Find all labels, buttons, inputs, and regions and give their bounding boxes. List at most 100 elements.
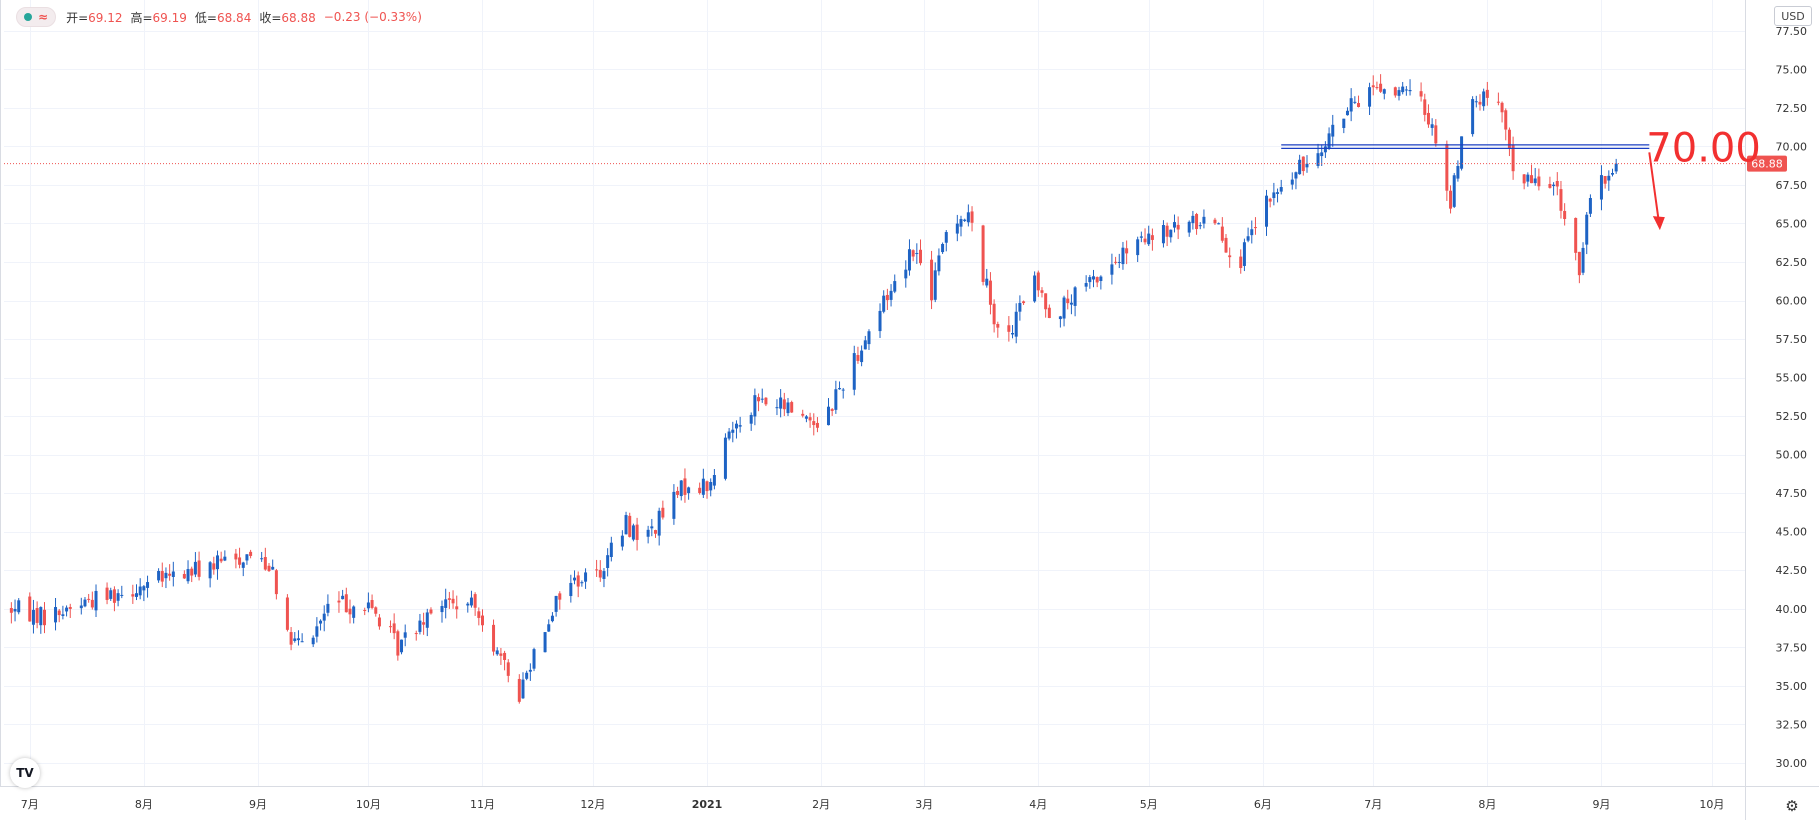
candle-up xyxy=(1316,143,1320,169)
candle-down xyxy=(190,566,194,583)
candle-body xyxy=(1224,237,1228,253)
candle-body xyxy=(492,624,496,652)
x-tick-label: 4月 xyxy=(1029,798,1047,811)
candle-up xyxy=(61,605,65,620)
candle-body xyxy=(635,524,639,540)
candle-down xyxy=(503,650,507,671)
candle-body xyxy=(400,639,404,653)
y-tick-label: 37.50 xyxy=(1776,641,1808,654)
candle-body xyxy=(1099,276,1103,282)
candle-down xyxy=(1114,256,1118,265)
candle-up xyxy=(315,617,319,643)
candle-body xyxy=(830,409,834,411)
candle-down xyxy=(1195,212,1199,235)
candle-body xyxy=(1110,264,1114,275)
candle-down xyxy=(451,590,455,609)
candle-body xyxy=(1242,242,1246,266)
candle-body xyxy=(683,478,687,495)
y-tick-label: 42.50 xyxy=(1776,564,1808,577)
candle-body xyxy=(296,638,300,641)
candle-body xyxy=(377,617,381,627)
legend-low: 低=68.84 xyxy=(194,10,252,25)
candle-body xyxy=(937,255,941,272)
candle-body xyxy=(525,672,529,679)
candle-body xyxy=(1500,102,1504,113)
candle-body xyxy=(61,614,65,616)
candle-body xyxy=(893,281,897,292)
candle-up xyxy=(959,215,963,237)
candle-up xyxy=(528,663,532,681)
candle-body xyxy=(1147,233,1151,245)
candle-up xyxy=(573,570,577,585)
candle-down xyxy=(68,603,72,618)
candle-body xyxy=(444,599,448,608)
candle-up xyxy=(466,602,470,613)
candle-up xyxy=(1353,96,1357,105)
candle-down xyxy=(422,612,426,635)
candle-up xyxy=(550,612,554,623)
candle-up xyxy=(602,568,606,588)
y-tick-label: 57.50 xyxy=(1776,333,1808,346)
candle-down xyxy=(996,321,1000,338)
candle-down xyxy=(131,584,135,604)
candle-body xyxy=(838,388,842,390)
gear-icon[interactable]: ⚙ xyxy=(1785,797,1799,815)
candle-body xyxy=(646,529,650,537)
candle-down xyxy=(168,564,172,581)
candle-up xyxy=(79,597,83,615)
candle-body xyxy=(727,431,731,439)
candle-down xyxy=(1357,95,1361,108)
candle-body xyxy=(341,595,345,600)
candle-down xyxy=(447,591,451,609)
candle-body xyxy=(1585,214,1589,245)
candle-down xyxy=(1485,81,1489,106)
candle-body xyxy=(878,310,882,332)
tradingview-logo-icon[interactable]: TV xyxy=(10,758,40,788)
candle-down xyxy=(635,517,639,551)
candle-body xyxy=(1276,192,1280,194)
candle-up xyxy=(1320,144,1324,167)
candle-up xyxy=(444,588,448,619)
candle-up xyxy=(1588,194,1592,218)
candle-up xyxy=(1217,222,1221,225)
candle-body xyxy=(1272,192,1276,199)
x-tick-label: 8月 xyxy=(135,798,153,811)
candle-body xyxy=(1220,226,1224,241)
candle-up xyxy=(580,580,584,587)
candle-up xyxy=(1272,182,1276,206)
candle-down xyxy=(1449,185,1453,214)
candle-up xyxy=(882,290,886,314)
candle-body xyxy=(105,587,109,600)
candle-body xyxy=(907,249,911,271)
candle-body xyxy=(757,397,761,402)
candle-body xyxy=(322,613,326,621)
candle-body xyxy=(1342,118,1346,128)
candle-body xyxy=(1239,256,1243,269)
candle-up xyxy=(1585,211,1589,255)
candle-up xyxy=(1099,275,1103,290)
candle-body xyxy=(131,594,135,597)
candle-body xyxy=(1095,277,1099,283)
candle-down xyxy=(87,593,91,603)
currency-selector[interactable]: USD xyxy=(1774,6,1812,26)
candle-up xyxy=(142,585,146,602)
candle-up xyxy=(907,239,911,276)
candle-down xyxy=(1228,247,1232,268)
candle-down xyxy=(1066,289,1070,310)
candle-up xyxy=(1368,82,1372,116)
candle-up xyxy=(1294,171,1298,190)
symbol-pill[interactable]: ≈ xyxy=(16,7,57,27)
candle-down xyxy=(392,613,396,640)
candle-up xyxy=(39,606,43,634)
candle-up xyxy=(1187,220,1191,237)
candle-down xyxy=(705,480,709,499)
candle-body xyxy=(238,557,242,565)
candle-body xyxy=(263,557,267,570)
candle-down xyxy=(1445,140,1449,201)
candle-up xyxy=(1202,209,1206,229)
candle-body xyxy=(558,593,562,600)
candle-body xyxy=(1114,261,1118,263)
candle-down xyxy=(182,570,186,579)
